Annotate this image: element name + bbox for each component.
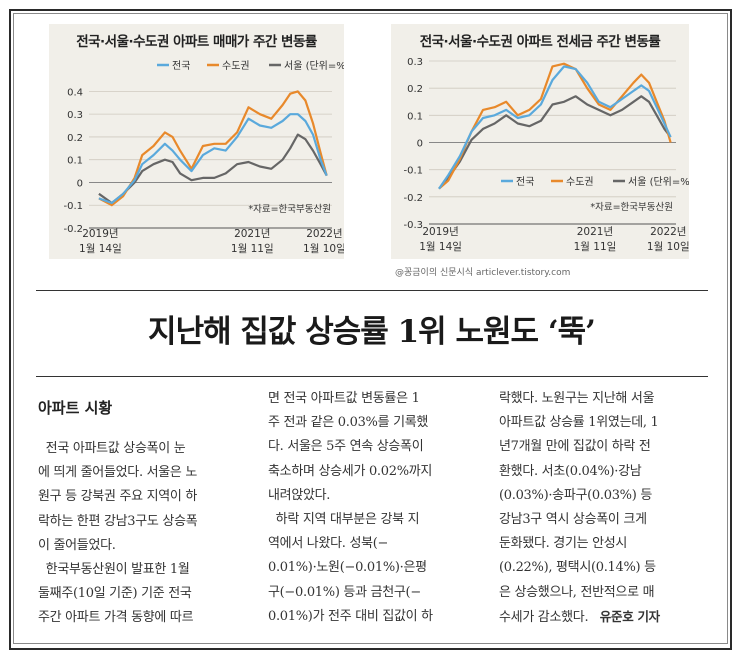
legend-label: 서울 (단위=%) xyxy=(628,175,689,188)
text-line: 수세가 감소했다. 유준호 기자 xyxy=(499,605,660,629)
x-tick-date: 1월 10일 xyxy=(303,242,344,255)
text-line: 면 전국 아파트값 변동률은 1 xyxy=(268,391,420,406)
series-line xyxy=(438,95,672,190)
x-tick-year: 2021년 xyxy=(234,228,270,240)
text-line: 원구 등 강북권 주요 지역이 하 xyxy=(38,489,198,505)
text-line: 0.01%)가 전주 대비 집값이 하 xyxy=(268,608,433,624)
text-line: 년7개월 만에 집값이 하락 전 xyxy=(499,439,651,455)
text-line: 전국 아파트값 상승폭이 눈 xyxy=(38,441,186,456)
text-line: 한국부동산원이 발표한 1월 xyxy=(38,561,190,577)
y-tick-label: 0.1 xyxy=(67,156,83,167)
article-column-3: 락했다. 노원구는 지난해 서울 아파트값 상승률 1위였는데, 1 년7개월 … xyxy=(499,387,660,629)
y-tick-label: -0.1 xyxy=(63,201,83,212)
headline-bottom-rule xyxy=(36,376,708,377)
text-line: 아파트값 상승률 1위였는데, 1 xyxy=(499,415,659,431)
text-line: 은 상승했으나, 전반적으로 매 xyxy=(499,584,655,600)
text-line: 둔화됐다. 경기는 안성시 xyxy=(499,536,628,552)
source-note: *자료=한국부동산원 xyxy=(590,202,673,213)
image-credit: @꽁금이의 신문시식 articlever.tistory.com xyxy=(395,268,571,278)
y-tick-label: 0 xyxy=(417,139,423,150)
x-tick-date: 1월 14일 xyxy=(419,240,462,253)
chart-panel-jeonse: 전국·서울·수도권 아파트 전세금 주간 변동률 0.3 0.2 0.1 0 -0.1 -… xyxy=(391,24,689,259)
chart-panel-sales: 전국·서울·수도권 아파트 매매가 주간 변동률 0.4 0.3 0.2 0.1 0 -0… xyxy=(49,24,344,259)
text-line: 주간 아파트 가격 동향에 따르 xyxy=(38,610,194,626)
series-line xyxy=(98,90,328,207)
source-note: *자료=한국부동산원 xyxy=(248,204,331,215)
text-line: 구(−0.01%) 등과 금천구(− xyxy=(268,584,421,600)
x-tick-year: 2019년 xyxy=(422,226,458,238)
text-line: 주 전과 같은 0.03%를 기록했 xyxy=(268,415,429,431)
y-tick-label: 0.3 xyxy=(67,110,83,121)
text-line: 에 띄게 줄어들었다. 서울은 노 xyxy=(38,465,198,481)
text-line: (0.03%)·송파구(0.03%) 등 xyxy=(499,487,652,503)
text-line: 둘째주(10일 기준) 기준 전국 xyxy=(38,586,192,602)
text-line: 환했다. 서초(0.04%)·강남 xyxy=(499,463,642,479)
legend-label: 서울 (단위=%) xyxy=(284,59,344,72)
series-line xyxy=(98,133,328,205)
text-line: 강남3구 역시 상승폭이 크게 xyxy=(499,511,647,527)
text-line: 내려앉았다. xyxy=(268,487,331,503)
text-line: 락하는 한편 강남3구도 상승폭 xyxy=(38,513,198,529)
legend-label: 수도권 xyxy=(566,176,594,188)
section-label: 아파트 시황 xyxy=(38,399,113,417)
series-line xyxy=(438,65,672,190)
chart-title: 전국·서울·수도권 아파트 전세금 주간 변동률 xyxy=(419,34,661,50)
byline: 유준호 기자 xyxy=(599,608,660,624)
article-column-1: 전국 아파트값 상승폭이 눈 에 띄게 줄어들었다. 서울은 노 원구 등 강북… xyxy=(38,437,198,631)
article-column-2: 면 전국 아파트값 변동률은 1 주 전과 같은 0.03%를 기록했 다. 서… xyxy=(268,387,433,629)
chart-title: 전국·서울·수도권 아파트 매매가 주간 변동률 xyxy=(76,34,317,50)
text-line: (0.22%), 평택시(0.14%) 등 xyxy=(499,560,656,576)
y-tick-label: 0.2 xyxy=(67,133,83,144)
x-tick-year: 2022년 xyxy=(650,226,686,238)
chart-sales-price: 0.4 0.3 0.2 0.1 0 -0.1 -0.2 2019년 1월 14일 2021년 1월 … xyxy=(63,59,344,255)
text-line: 다. 서울은 5주 연속 상승폭이 xyxy=(268,439,424,455)
y-tick-label: -0.1 xyxy=(403,166,423,177)
legend-label: 전국 xyxy=(172,60,190,72)
legend-label: 전국 xyxy=(516,176,534,188)
text-line: 역에서 나왔다. 성북(− xyxy=(268,536,389,552)
y-tick-label: 0.4 xyxy=(67,87,83,98)
y-tick-label: -0.3 xyxy=(403,220,423,231)
y-tick-label: 0.1 xyxy=(407,111,423,122)
x-tick-year: 2021년 xyxy=(577,226,613,238)
series-line xyxy=(98,113,328,205)
x-tick-year: 2022년 xyxy=(306,228,342,240)
page-inner-frame xyxy=(13,13,728,644)
text-line: 이 줄어들었다. xyxy=(38,537,116,553)
headline-top-rule xyxy=(36,290,708,291)
text-line: 축소하며 상승세가 0.02%까지 xyxy=(268,463,433,479)
x-tick-year: 2019년 xyxy=(82,228,118,240)
y-tick-label: 0.2 xyxy=(407,84,423,95)
text-line: 락했다. 노원구는 지난해 서울 xyxy=(499,391,655,406)
y-tick-label: 0 xyxy=(77,178,83,189)
headline: 지난해 집값 상승률 1위 노원도 ‘뚝’ xyxy=(148,314,596,350)
x-tick-date: 1월 11일 xyxy=(574,240,617,253)
text-line: 0.01%)·노원(−0.01%)·은평 xyxy=(268,560,427,576)
y-tick-label: -0.2 xyxy=(403,193,423,204)
series-line xyxy=(438,62,672,190)
text-line: 하락 지역 대부분은 강북 지 xyxy=(268,511,420,527)
y-tick-label: -0.2 xyxy=(63,224,83,235)
x-tick-date: 1월 10일 xyxy=(647,240,689,253)
y-tick-label: 0.3 xyxy=(407,57,423,68)
legend-label: 수도권 xyxy=(222,60,250,72)
x-tick-date: 1월 11일 xyxy=(231,242,274,255)
text-line-end: 수세가 감소했다. xyxy=(499,609,589,625)
x-tick-date: 1월 14일 xyxy=(79,242,122,255)
